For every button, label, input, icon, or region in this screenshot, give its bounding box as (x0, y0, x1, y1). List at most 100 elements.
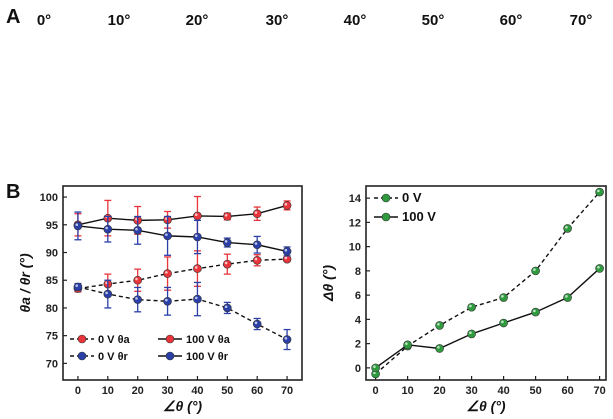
legend-marker (77, 351, 87, 361)
data-point (595, 264, 604, 273)
data-point-shine (224, 305, 228, 309)
delta-angle-chart: 0 10 20 30 40 50 60 70 0 2 4 6 8 10 12 14 ∠θ (°) Δθ (°) 0 … (320, 185, 607, 414)
legend-label: 0 V θa (98, 334, 131, 346)
data-point (252, 209, 262, 219)
data-point (193, 264, 202, 273)
x-tick-label: 10 (401, 385, 413, 397)
y-tick-label: 6 (355, 290, 361, 302)
data-point (282, 247, 292, 256)
data-point-shine (194, 234, 198, 238)
y-tick-label: 8 (355, 266, 361, 278)
y-tick-label: 12 (349, 217, 361, 229)
x-tick-label: 50 (221, 385, 233, 397)
y-tick-label: 75 (46, 331, 58, 343)
data-point-shine (224, 240, 228, 243)
legend-marker (381, 212, 391, 222)
data-point-shine (165, 271, 168, 274)
x-tick-label: 20 (132, 385, 144, 397)
data-point-shine (437, 345, 440, 349)
data-point-shine (565, 295, 568, 298)
data-point (103, 224, 113, 234)
y-axis-label: θa / θr (°) (17, 253, 33, 313)
tilt-angle-label: 20° (185, 12, 209, 29)
legend-marker (77, 334, 87, 344)
data-point-shine (565, 225, 568, 229)
data-point (435, 344, 444, 353)
x-tick-label: 50 (529, 385, 541, 397)
data-point-shine (437, 322, 440, 326)
x-axis-label: ∠θ (°) (466, 398, 506, 414)
y-tick-label: 95 (46, 220, 58, 232)
data-point-shine (469, 304, 472, 308)
data-point (73, 282, 83, 292)
x-axis-label: ∠θ (°) (163, 398, 203, 414)
data-point-shine (75, 284, 79, 287)
x-tick-label: 10 (102, 385, 114, 397)
data-point-shine (469, 331, 472, 335)
series-line (77, 258, 288, 290)
series-line (77, 225, 288, 253)
data-point-shine (75, 223, 79, 227)
tilt-angle-label: 60° (499, 12, 523, 29)
data-point-shine (224, 261, 228, 265)
contact-angle-chart: 0 10 20 30 40 50 60 70 70 75 80 85 90 95 100 ∠θ (°) θa /… (17, 185, 303, 414)
left-plot-frame (62, 185, 303, 381)
data-point (563, 293, 572, 302)
y-tick-label: 4 (355, 314, 362, 326)
data-point-shine (105, 291, 108, 295)
data-point (163, 231, 172, 241)
data-point-shine (135, 227, 138, 231)
x-tick-label: 40 (191, 385, 203, 397)
legend-marker (165, 334, 175, 344)
data-point (435, 321, 444, 330)
data-point (467, 329, 476, 339)
x-tick-label: 60 (561, 385, 573, 397)
legend-label: 100 V θr (186, 351, 229, 363)
y-tick-label: 70 (46, 358, 58, 370)
data-point (531, 307, 540, 317)
x-tick-label: 20 (433, 385, 445, 397)
panel-a-letter: A (6, 6, 21, 28)
y-tick-label: 85 (46, 275, 58, 287)
data-point (403, 340, 412, 350)
data-point (163, 269, 172, 278)
data-point (531, 266, 540, 276)
data-point (133, 226, 142, 235)
data-point (133, 295, 142, 304)
data-point-shine (165, 298, 168, 302)
data-point-shine (284, 337, 288, 340)
data-point-shine (165, 233, 168, 236)
data-point (223, 212, 232, 221)
data-point-shine (254, 257, 258, 261)
data-point-shine (284, 248, 288, 252)
data-point (563, 224, 572, 233)
data-point (223, 259, 232, 269)
y-tick-label: 90 (46, 248, 58, 260)
x-tick-label: 70 (593, 385, 605, 397)
legend-label: 0 V θr (98, 351, 129, 363)
legend-marker (165, 351, 175, 361)
tilt-angle-label: 0° (36, 12, 52, 29)
data-point-shine (501, 295, 504, 298)
data-point (595, 187, 604, 197)
series-line (77, 286, 288, 341)
data-point (193, 294, 202, 304)
data-point-shine (135, 297, 138, 300)
data-point-shine (194, 296, 198, 300)
data-point-shine (405, 342, 408, 345)
data-point (252, 319, 262, 329)
legend-label: 0 V (402, 190, 422, 205)
data-point-shine (254, 321, 258, 325)
tilt-angle-label: 30° (265, 12, 289, 29)
data-point-shine (533, 309, 536, 313)
y-tick-label: 0 (355, 363, 361, 375)
tilt-angle-label: 70° (569, 12, 593, 29)
data-point-shine (284, 256, 288, 260)
legend-label: 100 V θa (186, 334, 231, 346)
data-point (371, 363, 380, 373)
data-point-shine (284, 202, 288, 206)
data-point (193, 211, 202, 221)
data-point-shine (254, 211, 258, 214)
data-point (499, 293, 508, 302)
tilt-angle-label: 10° (107, 12, 131, 29)
